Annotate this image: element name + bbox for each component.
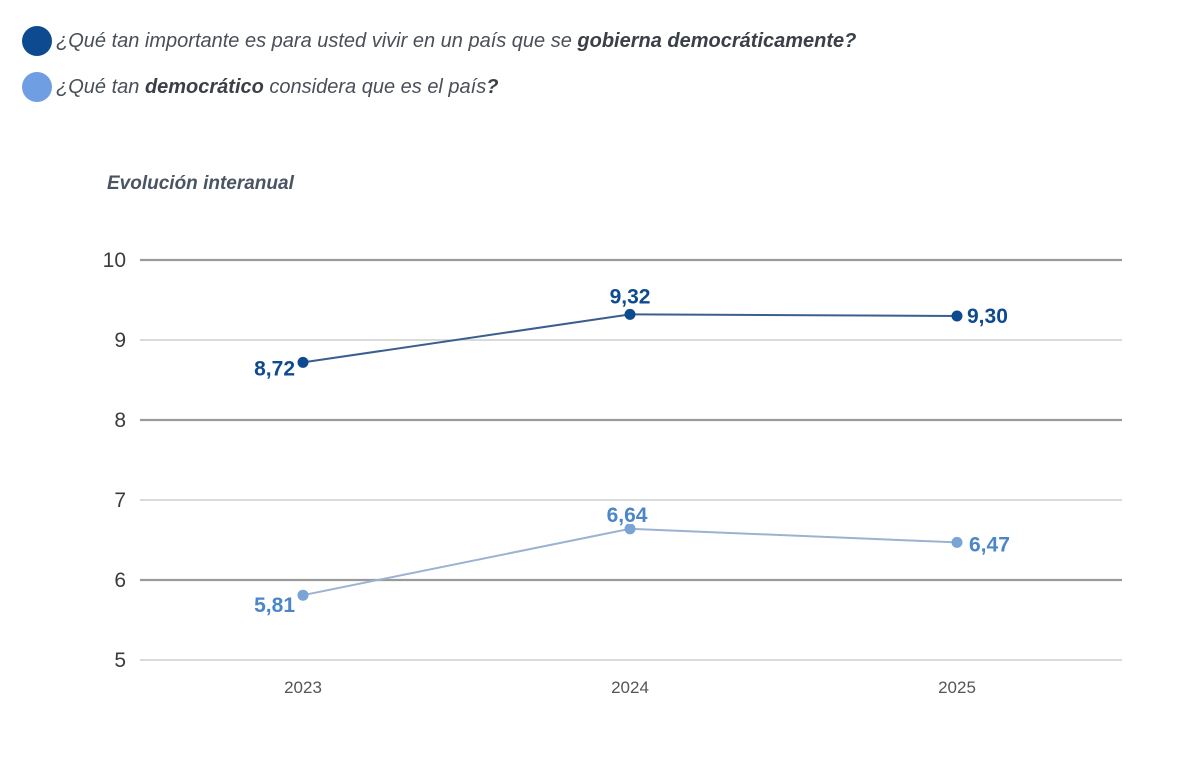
series-0-data-label-2025: 9,30 [967,305,1008,328]
y-tick-label-7: 7 [114,489,126,512]
legend-label-democratic: ¿Qué tan democrático considera que es el… [56,76,498,99]
series-0-line [302,313,958,364]
series-1-data-label-2024: 6,64 [607,504,648,527]
legend-label-importance-bold: gobierna democráticamente? [577,29,857,52]
x-tick-label-2025: 2025 [938,678,976,697]
series-1-data-label-2025: 6,47 [969,533,1010,556]
series-0-data-label-2023: 8,72 [254,357,295,380]
series-1-point-2023 [297,589,309,601]
y-tick-label-5: 5 [114,649,126,672]
legend-label-democratic-pre: ¿Qué tan [56,75,145,98]
legend-label-democratic-bold: democrático [144,75,264,98]
series-1-point-2025 [951,536,963,548]
legend-label-democratic-qmark: ? [486,75,499,98]
chart-subtitle: Evolución interanual [107,173,294,194]
y-tick-label-10: 10 [103,249,126,272]
x-tick-label-2024: 2024 [611,678,649,697]
legend-item-importance: ¿Qué tan importante es para usted vivir … [22,26,856,56]
legend-label-importance-pre: ¿Qué tan importante es para usted vivir … [56,29,578,52]
series-0-point-2024 [624,308,636,320]
series-0-point-2023 [297,356,309,368]
legend-label-importance: ¿Qué tan importante es para usted vivir … [56,30,856,53]
legend-label-democratic-post: considera que es el país [263,75,487,98]
y-tick-label-6: 6 [114,569,126,592]
series-1-line [302,527,958,597]
y-tick-label-9: 9 [114,329,126,352]
series-1-data-label-2023: 5,81 [254,594,295,617]
legend-marker-importance [22,26,52,56]
legend: ¿Qué tan importante es para usted vivir … [22,26,856,118]
x-tick-label-2023: 2023 [284,678,322,697]
series-0-data-label-2024: 9,32 [610,285,651,308]
y-tick-label-8: 8 [114,409,126,432]
series-1-point-2024 [624,523,636,535]
series-0-point-2025 [951,310,963,322]
legend-item-democratic: ¿Qué tan democrático considera que es el… [22,72,856,102]
legend-marker-democratic [22,72,52,102]
